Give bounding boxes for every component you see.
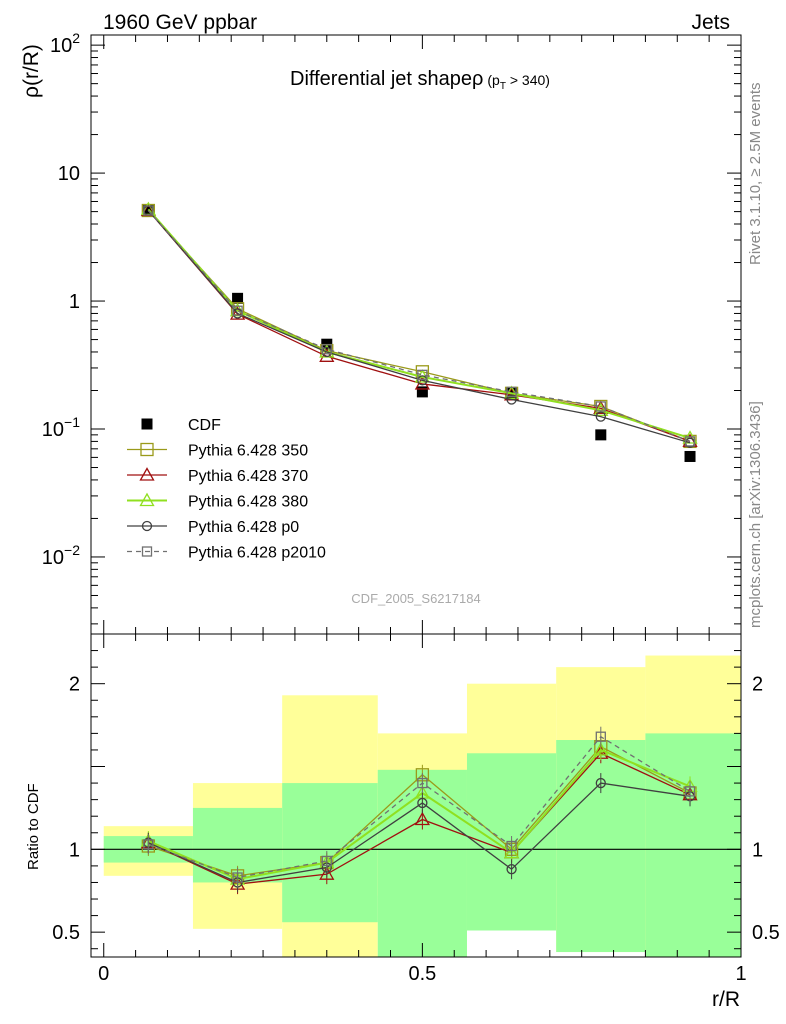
ratio-band-inner-6 [645, 733, 741, 957]
main-point-pythia-6-428-380-3 [414, 369, 430, 383]
ratio-panel-bands [103, 655, 741, 957]
ratio-point-pythia-6-428-p0-5 [595, 777, 606, 789]
main-point-pythia-6-428-370-1 [229, 306, 246, 320]
main-y-tick-label-1: 10 [58, 163, 80, 185]
legend-label-cdf: CDF [188, 417, 221, 434]
main-point-cdf-1 [232, 292, 244, 304]
main-panel-series [140, 201, 698, 462]
legend-marker-pythia-6-428-p2010 [141, 546, 153, 557]
main-line-pythia-6-428-p0 [147, 210, 691, 444]
ratio-panel-axes: 0 0.5 1 2 2 1 1 0.5 0.5 [52, 633, 780, 985]
main-point-cdf-5 [595, 429, 607, 441]
ratio-panel-series [140, 726, 698, 895]
ratio-point-pythia-6-428-p2010-1 [232, 872, 243, 883]
ratio-band-inner-2 [282, 783, 378, 923]
x-tick-label-2: 1 [735, 963, 746, 985]
main-point-pythia-6-428-p0-3 [417, 375, 428, 386]
main-point-pythia-6-428-p2010-0 [143, 205, 154, 216]
legend-label-pythia-6-428-350: Pythia 6.428 350 [188, 443, 308, 460]
legend: CDF Pythia 6.428 350 Pythia 6.428 370 Pythi… [127, 417, 326, 562]
main-point-pythia-6-428-p2010-6 [684, 436, 696, 447]
mcplots-label: mcplots.cern.ch [arXiv:1306.3436] [747, 401, 764, 628]
main-point-pythia-6-428-p2010-4 [506, 386, 517, 398]
main-point-pythia-6-428-380-5 [593, 402, 609, 416]
ratio-y-tick-label-left-2: 0.5 [52, 922, 80, 944]
ratio-point-pythia-6-428-380-5 [593, 742, 609, 756]
main-y-tick-label-4: 10−2 [42, 542, 80, 569]
ratio-y-tick-label-left-0: 2 [69, 674, 80, 696]
analysis-id-label: CDF_2005_S6217184 [351, 591, 480, 606]
ratio-point-pythia-6-428-p2010-3 [417, 777, 428, 789]
legend-label-pythia-6-428-380: Pythia 6.428 380 [188, 494, 308, 511]
ratio-band-inner-5 [556, 740, 646, 953]
ratio-panel-frame [90, 633, 742, 958]
main-point-pythia-6-428-p2010-1 [232, 305, 243, 316]
ratio-point-pythia-6-428-370-2 [319, 866, 335, 880]
legend-label-pythia-6-428-p2010: Pythia 6.428 p2010 [188, 545, 326, 562]
main-panel-axes: 102 10 1 10−1 10−2 [42, 30, 742, 635]
header-left-label: 1960 GeV ppbar [103, 11, 257, 34]
main-point-pythia-6-428-p2010-5 [595, 401, 606, 412]
main-point-pythia-6-428-p0-5 [595, 411, 606, 422]
main-y-axis-label: ρ(r/R) [20, 44, 43, 98]
ratio-point-pythia-6-428-p2010-5 [595, 731, 606, 742]
ratio-point-pythia-6-428-380-4 [503, 844, 520, 859]
legend-label-pythia-6-428-370: Pythia 6.428 370 [188, 468, 308, 485]
main-point-cdf-6 [684, 450, 696, 462]
main-y-tick-label-0: 102 [50, 30, 80, 57]
ratio-point-pythia-6-428-p2010-6 [684, 786, 696, 797]
main-line-pythia-6-428-370 [147, 210, 691, 443]
ratio-point-pythia-6-428-p2010-4 [506, 840, 517, 852]
main-line-pythia-6-428-350 [147, 210, 691, 443]
legend-marker-pythia-6-428-350 [140, 442, 154, 457]
ratio-y-tick-label-right-0: 2 [752, 674, 763, 696]
main-point-pythia-6-428-p2010-2 [321, 344, 332, 355]
main-point-cdf-3 [416, 386, 428, 398]
ratio-point-pythia-6-428-p0-3 [417, 797, 428, 809]
ratio-y-tick-label-right-1: 1 [752, 839, 763, 861]
x-tick-label-1: 0.5 [408, 963, 436, 985]
main-point-pythia-6-428-p2010-3 [417, 369, 428, 380]
legend-marker-pythia-6-428-370 [139, 467, 155, 481]
legend-label-pythia-6-428-p0: Pythia 6.428 p0 [188, 519, 299, 536]
plot-title: Differential jet shapeρ (pT > 340) [290, 68, 550, 92]
main-point-pythia-6-428-p0-4 [506, 394, 517, 405]
x-axis-label: r/R [712, 988, 740, 1011]
rivet-version-label: Rivet 3.1.10, ≥ 2.5M events [747, 83, 764, 266]
legend-marker-pythia-6-428-380 [139, 492, 155, 507]
main-line-pythia-6-428-p2010 [147, 210, 691, 443]
legend-marker-cdf [141, 418, 153, 430]
legend-marker-pythia-6-428-p0 [141, 520, 153, 532]
ratio-y-axis-label: Ratio to CDF [25, 783, 42, 870]
ratio-y-tick-label-right-2: 0.5 [752, 922, 780, 944]
main-y-tick-label-3: 10−1 [42, 414, 80, 441]
main-y-tick-label-2: 1 [69, 291, 80, 313]
ratio-point-pythia-6-428-p0-4 [506, 864, 517, 875]
main-line-pythia-6-428-380 [147, 208, 691, 439]
ratio-point-pythia-6-428-p2010-2 [321, 855, 332, 867]
header-right-label: Jets [691, 11, 730, 34]
x-tick-label-0: 0 [98, 963, 109, 985]
ratio-point-pythia-6-428-370-3 [414, 811, 430, 826]
ratio-y-tick-label-left-1: 1 [69, 839, 80, 861]
ratio-point-pythia-6-428-p2010-0 [143, 839, 154, 850]
